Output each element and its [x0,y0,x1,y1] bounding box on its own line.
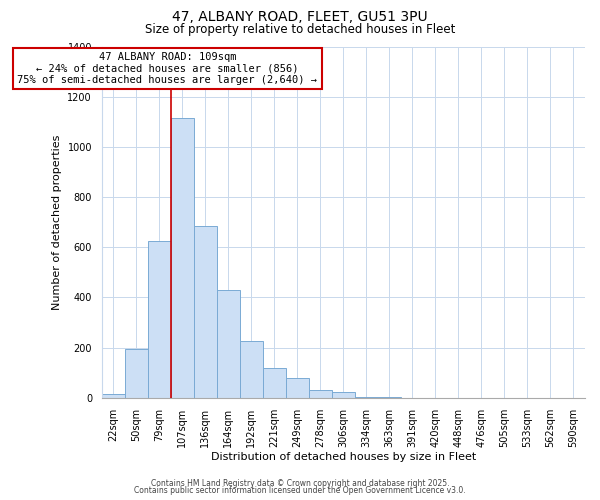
Bar [309,390,332,398]
Text: Contains public sector information licensed under the Open Government Licence v3: Contains public sector information licen… [134,486,466,495]
Bar [171,118,194,398]
Bar [194,226,217,398]
Bar [355,396,378,398]
Bar [102,394,125,398]
Bar [217,290,240,398]
Text: Contains HM Land Registry data © Crown copyright and database right 2025.: Contains HM Land Registry data © Crown c… [151,478,449,488]
Bar [148,241,171,398]
Bar [263,368,286,398]
Bar [378,397,401,398]
X-axis label: Distribution of detached houses by size in Fleet: Distribution of detached houses by size … [211,452,476,462]
Bar [286,378,309,398]
Bar [332,392,355,398]
Text: 47, ALBANY ROAD, FLEET, GU51 3PU: 47, ALBANY ROAD, FLEET, GU51 3PU [172,10,428,24]
Bar [125,349,148,398]
Text: 47 ALBANY ROAD: 109sqm
← 24% of detached houses are smaller (856)
75% of semi-de: 47 ALBANY ROAD: 109sqm ← 24% of detached… [17,52,317,85]
Text: Size of property relative to detached houses in Fleet: Size of property relative to detached ho… [145,22,455,36]
Bar [240,342,263,398]
Y-axis label: Number of detached properties: Number of detached properties [52,134,62,310]
